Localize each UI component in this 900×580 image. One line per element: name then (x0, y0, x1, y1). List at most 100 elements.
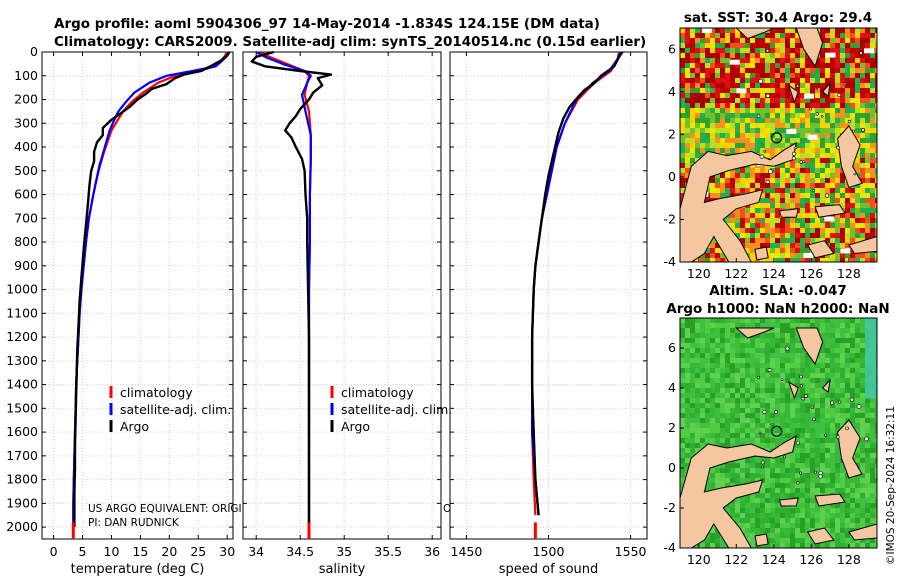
sst-cell (845, 63, 850, 68)
sst-cell (715, 58, 720, 63)
sst-cell (725, 88, 730, 93)
sla-cell (855, 373, 860, 378)
series-line-satellite-adj-clim- (255, 51, 312, 539)
sla-cell (680, 403, 685, 408)
small-island (832, 73, 835, 76)
sla-cell (760, 458, 765, 463)
sst-cell (810, 113, 815, 118)
map-x-tick-label: 120 (687, 552, 711, 567)
sla-cell (720, 343, 725, 348)
sst-cell (835, 248, 840, 253)
sla-cell (840, 318, 845, 323)
sst-cell (740, 98, 745, 103)
sst-cell (745, 123, 750, 128)
sla-cell (870, 518, 875, 523)
sla-cell (805, 433, 810, 438)
sst-cell (850, 53, 855, 58)
sla-cell (860, 378, 865, 383)
sla-cell (815, 378, 820, 383)
sst-cell (710, 93, 715, 98)
missing-data-cell (824, 216, 835, 222)
sst-cell (700, 58, 705, 63)
sst-cell (755, 118, 760, 123)
sla-cell (765, 323, 770, 328)
sst-cell (735, 38, 740, 43)
sst-cell (820, 88, 825, 93)
sst-cell (835, 123, 840, 128)
sla-cell (685, 433, 690, 438)
sst-cell (810, 258, 815, 262)
sst-cell (755, 138, 760, 143)
sla-cell (780, 423, 785, 428)
sst-cell (730, 68, 735, 73)
sla-cell (830, 433, 835, 438)
sla-cell (835, 403, 840, 408)
sla-cell (695, 433, 700, 438)
sla-cell (855, 428, 860, 433)
sst-cell (790, 83, 795, 88)
figure-title-line2: Climatology: CARS2009. Satellite-adj cli… (54, 34, 646, 50)
sst-cell (800, 173, 805, 178)
map-x-tick-label: 122 (724, 266, 748, 281)
sst-cell (820, 233, 825, 238)
sla-cell (860, 333, 865, 338)
sst-cell (805, 213, 810, 218)
land-polygon (754, 246, 769, 261)
sst-cell (760, 93, 765, 98)
sla-cell (805, 498, 810, 503)
sla-cell (850, 508, 855, 513)
sst-cell (690, 98, 695, 103)
sla-cell (835, 463, 840, 468)
sla-cell (745, 478, 750, 483)
sla-cell (720, 393, 725, 398)
sla-cell (825, 543, 830, 548)
sla-cell (820, 473, 825, 478)
sst-cell (800, 138, 805, 143)
sla-cell (795, 348, 800, 353)
sla-cell (770, 323, 775, 328)
sla-cell (845, 498, 850, 503)
sla-cell (755, 473, 760, 478)
sla-cell (685, 343, 690, 348)
sla-cell (725, 358, 730, 363)
sst-cell (875, 63, 877, 68)
sst-cell (785, 38, 790, 43)
sla-cell (775, 403, 780, 408)
sla-cell (715, 373, 720, 378)
sst-cell (805, 158, 810, 163)
sla-cell (745, 503, 750, 508)
sla-cell (855, 488, 860, 493)
sst-cell (790, 163, 795, 168)
land-polygon (821, 81, 831, 98)
sst-cell (780, 103, 785, 108)
sla-cell (745, 458, 750, 463)
sst-cell (700, 63, 705, 68)
sla-cell (815, 478, 820, 483)
sla-cell (870, 418, 875, 423)
sla-cell (800, 498, 805, 503)
sla-cell (755, 503, 760, 508)
sst-cell (730, 213, 735, 218)
argo-position-marker (771, 425, 783, 437)
sla-cell (865, 498, 870, 503)
sst-cell (850, 193, 855, 198)
sst-cell (715, 53, 720, 58)
sla-cell (700, 423, 705, 428)
sla-cell (725, 328, 730, 333)
sst-cell (820, 118, 825, 123)
sla-cell (730, 338, 735, 343)
sst-cell (770, 213, 775, 218)
sst-cell (875, 233, 877, 238)
sst-cell (870, 53, 875, 58)
x-tick-label: 1550 (615, 544, 647, 559)
sst-cell (710, 118, 715, 123)
sst-cell (800, 213, 805, 218)
sst-cell (795, 223, 800, 228)
sla-cell (785, 433, 790, 438)
sst-cell (855, 108, 860, 113)
sla-cell (765, 473, 770, 478)
legend-label: Argo (120, 419, 149, 434)
sla-cell (790, 463, 795, 468)
sst-cell (780, 183, 785, 188)
sst-cell (835, 153, 840, 158)
